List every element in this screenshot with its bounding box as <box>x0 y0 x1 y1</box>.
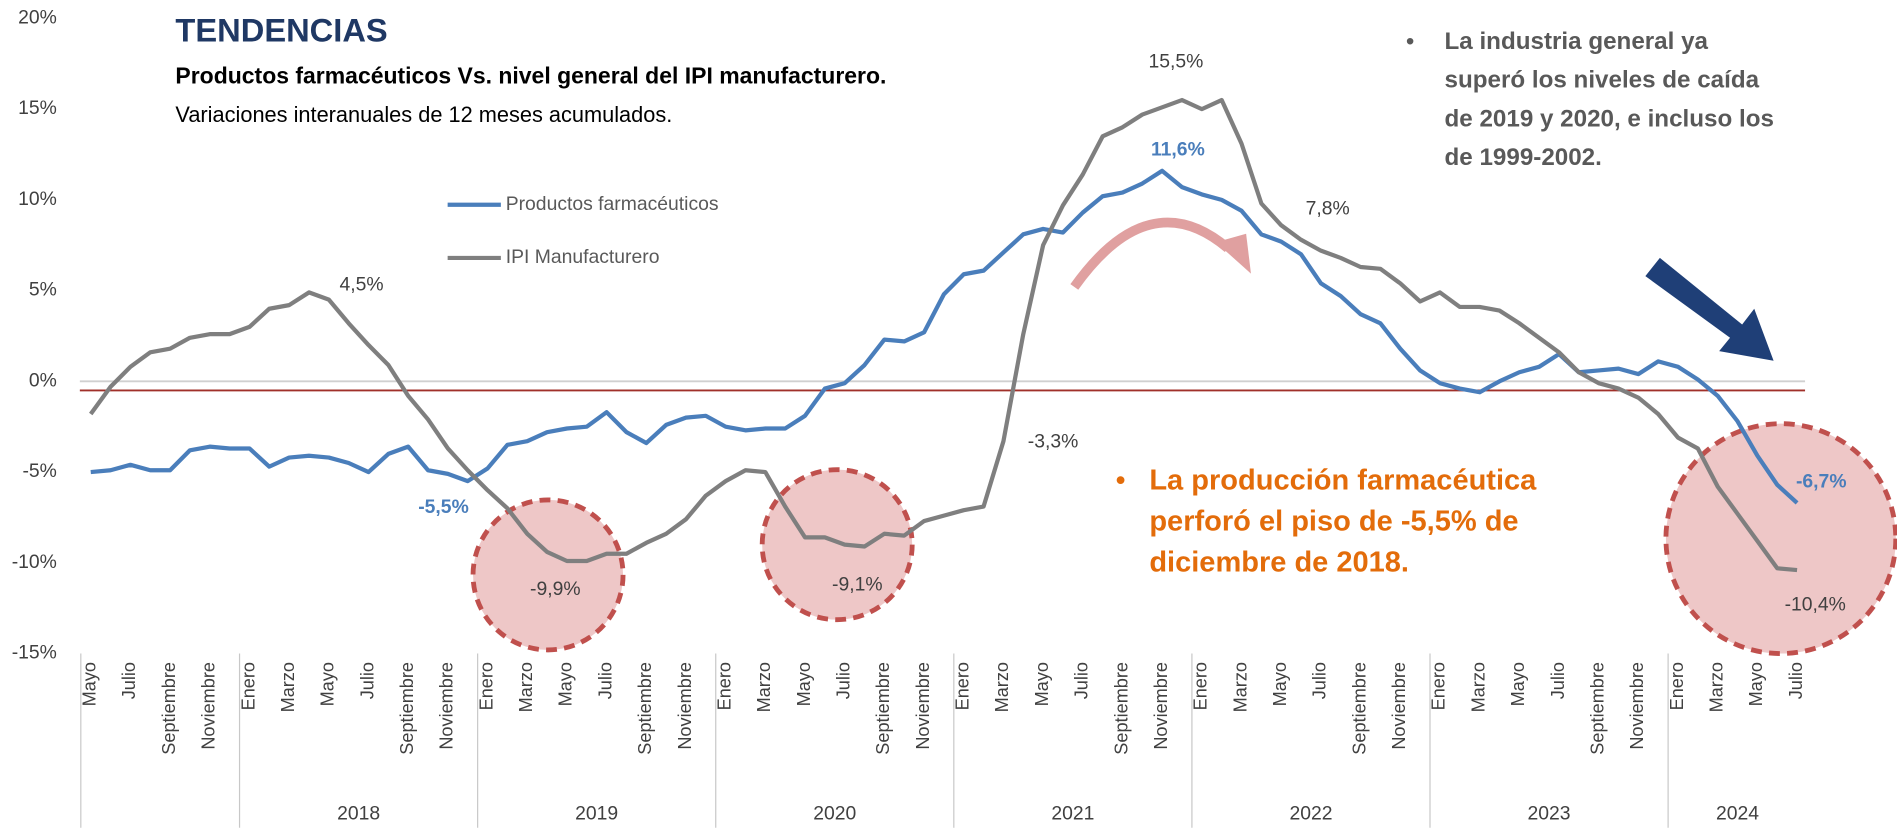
x-tick-label: Enero <box>238 662 258 710</box>
x-tick-label: Noviembre <box>1151 662 1171 750</box>
year-label: 2019 <box>575 803 618 825</box>
annotation-line: perforó el piso de -5,5% de <box>1149 506 1518 538</box>
chart-subtitle2: Variaciones interanuales de 12 meses acu… <box>175 102 672 127</box>
data-label: -6,7% <box>1796 470 1847 492</box>
chart-subtitle: Productos farmacéuticos Vs. nivel genera… <box>175 63 886 89</box>
x-tick-label: Noviembre <box>913 662 933 750</box>
legend-label: Productos farmacéuticos <box>506 193 719 215</box>
x-tick-label: Enero <box>1667 662 1687 710</box>
data-label: -3,3% <box>1028 431 1079 453</box>
x-tick-label: Enero <box>714 662 734 710</box>
annotation-line: superó los niveles de caída <box>1445 67 1760 94</box>
x-tick-label: Mayo <box>1508 662 1528 706</box>
legend-label: IPI Manufacturero <box>506 246 660 268</box>
year-label: 2018 <box>337 803 380 825</box>
chart-title: TENDENCIAS <box>175 12 387 49</box>
arrow-head <box>1215 233 1251 274</box>
bullet: • <box>1406 28 1414 55</box>
x-tick-label: Julio <box>1310 662 1330 699</box>
x-tick-label: Marzo <box>516 662 536 712</box>
data-label: -10,4% <box>1785 593 1846 615</box>
x-tick-label: Septiembre <box>397 662 417 755</box>
annotation-line: La industria general ya <box>1445 28 1709 55</box>
y-tick-label: -5% <box>22 460 56 482</box>
x-tick-label: Julio <box>1072 662 1092 699</box>
down-arrow <box>1645 257 1774 361</box>
x-tick-label: Septiembre <box>159 662 179 755</box>
annotation-line: diciembre de 2018. <box>1149 547 1409 579</box>
annotation-line: La producción farmacéutica <box>1149 464 1537 496</box>
x-tick-label: Noviembre <box>199 662 219 750</box>
x-tick-label: Noviembre <box>1627 662 1647 750</box>
data-label: 7,8% <box>1306 198 1350 220</box>
x-tick-label: Julio <box>119 662 139 699</box>
data-label: -9,9% <box>530 578 581 600</box>
data-label: 4,5% <box>339 273 383 295</box>
series-line <box>89 97 1798 573</box>
y-tick-label: 5% <box>29 279 57 301</box>
x-tick-label: Septiembre <box>873 662 893 755</box>
highlight-circle <box>759 467 915 623</box>
x-tick-label: Julio <box>357 662 377 699</box>
year-label: 2020 <box>813 803 856 825</box>
x-tick-label: Julio <box>1548 662 1568 699</box>
y-tick-label: 15% <box>18 97 57 119</box>
x-tick-label: Mayo <box>794 662 814 706</box>
bullet: • <box>1115 464 1125 496</box>
x-tick-label: Mayo <box>318 662 338 706</box>
x-tick-label: Septiembre <box>635 662 655 755</box>
x-tick-label: Noviembre <box>1389 662 1409 750</box>
year-label: 2024 <box>1716 803 1759 825</box>
x-tick-label: Julio <box>1786 662 1806 699</box>
year-label: 2021 <box>1051 803 1094 825</box>
x-tick-label: Enero <box>476 662 496 710</box>
curved-arrow <box>1070 217 1232 290</box>
data-label: -9,1% <box>832 573 883 595</box>
y-tick-label: 0% <box>29 369 57 391</box>
year-label: 2023 <box>1528 803 1571 825</box>
x-tick-label: Julio <box>833 662 853 699</box>
y-tick-label: -15% <box>12 642 57 664</box>
x-tick-label: Mayo <box>1270 662 1290 706</box>
x-tick-label: Marzo <box>1468 662 1488 712</box>
x-tick-label: Marzo <box>278 662 298 712</box>
x-tick-label: Septiembre <box>1111 662 1131 755</box>
x-tick-label: Mayo <box>1746 662 1766 706</box>
x-tick-label: Enero <box>1191 662 1211 710</box>
x-tick-label: Marzo <box>1230 662 1250 712</box>
x-tick-label: Marzo <box>992 662 1012 712</box>
annotation-line: de 1999-2002. <box>1445 144 1602 171</box>
x-tick-label: Enero <box>953 662 973 710</box>
x-tick-label: Enero <box>1429 662 1449 710</box>
highlight-circle <box>470 497 626 653</box>
x-tick-label: Mayo <box>556 662 576 706</box>
data-label: 15,5% <box>1149 51 1204 73</box>
year-label: 2022 <box>1289 803 1332 825</box>
y-tick-label: 20% <box>18 6 57 28</box>
x-tick-label: Septiembre <box>1587 662 1607 755</box>
x-tick-label: Noviembre <box>437 662 457 750</box>
x-tick-label: Julio <box>595 662 615 699</box>
x-tick-label: Mayo <box>80 662 100 706</box>
data-label: 11,6% <box>1151 138 1205 160</box>
y-tick-label: 10% <box>18 188 57 210</box>
x-tick-label: Mayo <box>1032 662 1052 706</box>
x-tick-label: Septiembre <box>1349 662 1369 755</box>
x-tick-label: Noviembre <box>675 662 695 750</box>
y-tick-label: -10% <box>12 551 57 573</box>
x-tick-label: Marzo <box>1707 662 1727 712</box>
x-tick-label: Marzo <box>754 662 774 712</box>
data-label: -5,5% <box>418 496 469 518</box>
series-line <box>90 168 1799 505</box>
highlight-circle <box>1663 421 1897 656</box>
annotation-line: de 2019 y 2020, e incluso los <box>1445 105 1774 132</box>
